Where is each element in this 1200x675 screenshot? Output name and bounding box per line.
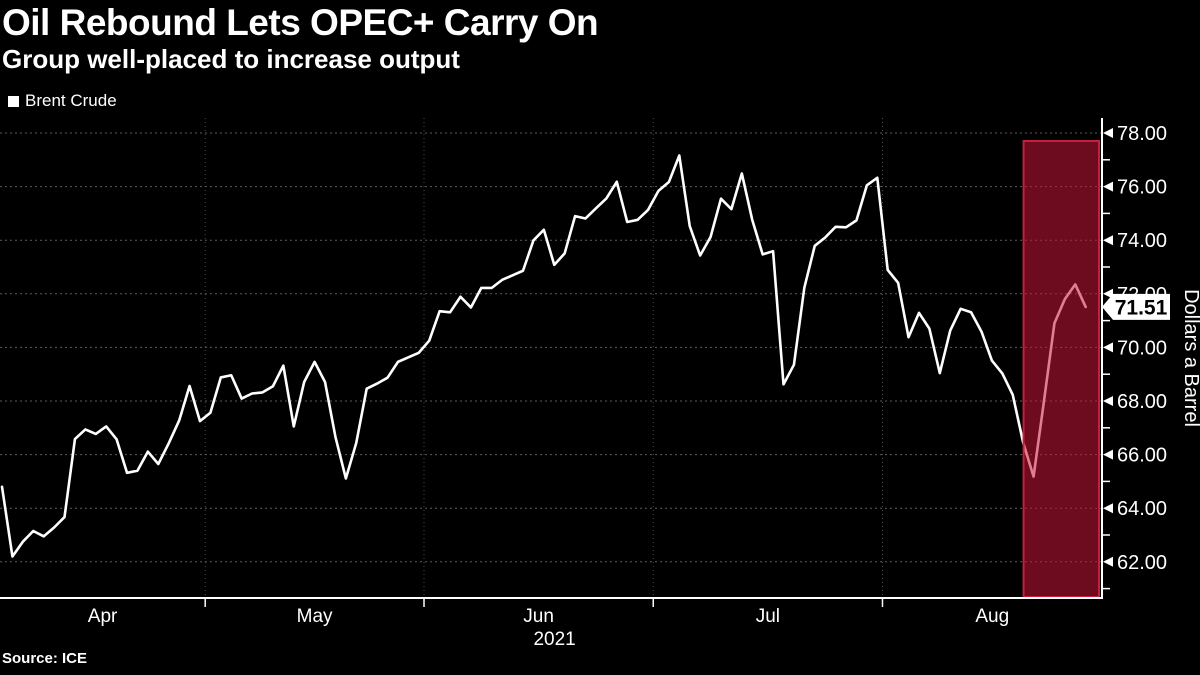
legend-label: Brent Crude (25, 91, 117, 110)
y-tick-label: 78.00 (1117, 123, 1167, 145)
highlight-region (1022, 140, 1101, 598)
month-label: Jul (756, 606, 780, 627)
month-label: Apr (88, 606, 118, 627)
y-tick-label: 68.00 (1117, 391, 1167, 413)
year-label: 2021 (533, 629, 575, 650)
y-axis-title: Dollars a Barrel (1180, 289, 1200, 427)
y-tick-arrow (1103, 235, 1113, 246)
source-note: Source: ICE (2, 650, 88, 667)
legend: Brent Crude (8, 91, 117, 111)
last-price-label: 71.51 (1115, 296, 1168, 319)
y-tick-label: 76.00 (1117, 177, 1167, 199)
y-tick-arrow (1103, 556, 1113, 567)
month-label: Aug (975, 606, 1009, 627)
y-tick-label: 62.00 (1117, 552, 1167, 574)
y-tick-arrow (1103, 503, 1113, 514)
y-tick-arrow (1103, 449, 1113, 460)
month-label: May (297, 606, 333, 627)
y-tick-label: 64.00 (1117, 498, 1167, 520)
y-tick-arrow (1103, 342, 1113, 353)
y-tick-label: 70.00 (1117, 337, 1167, 359)
price-line (0, 154, 1087, 558)
y-tick-arrow (1103, 181, 1113, 192)
y-tick-arrow (1103, 396, 1113, 406)
legend-swatch-icon (8, 95, 19, 107)
y-tick-label: 74.00 (1117, 230, 1167, 252)
chart-title: Oil Rebound Lets OPEC+ Carry On (2, 2, 599, 43)
last-price-badge (1102, 293, 1170, 320)
y-tick-arrow (1103, 288, 1113, 299)
y-tick-label: 66.00 (1117, 445, 1167, 467)
month-label: Jun (523, 606, 554, 627)
chart-subtitle: Group well-placed to increase output (2, 44, 460, 74)
y-tick-arrow (1103, 128, 1113, 138)
